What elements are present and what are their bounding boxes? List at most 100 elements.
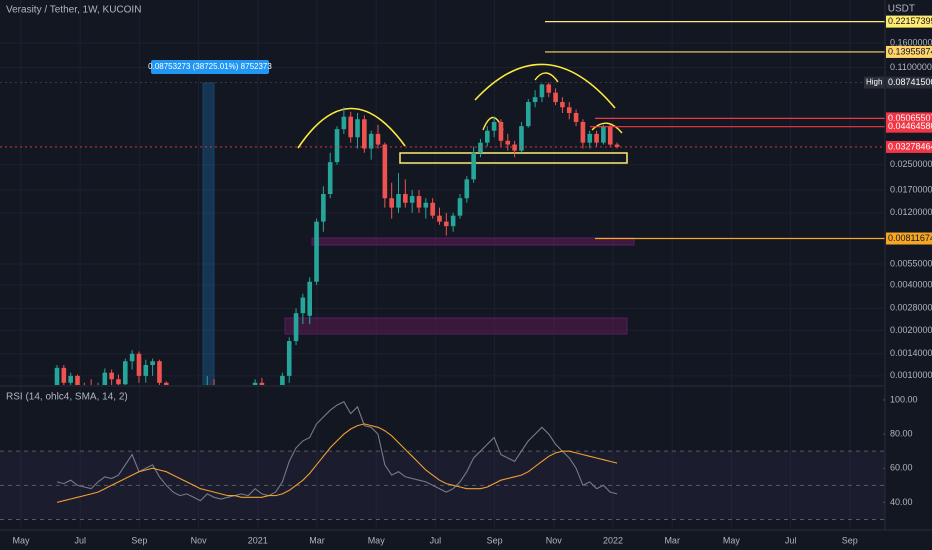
candle-body — [68, 375, 73, 383]
candle-body — [143, 365, 149, 376]
candle-body — [532, 97, 538, 103]
candle-body — [136, 353, 142, 376]
price-label-box — [886, 120, 932, 133]
candle-body — [464, 179, 470, 199]
candle-body — [150, 361, 155, 366]
rsi-tick-label: 100.00 — [890, 394, 918, 404]
candle-body — [157, 361, 162, 383]
candle-body — [327, 162, 333, 194]
x-tick-label: May — [723, 535, 741, 545]
candle-body — [587, 133, 593, 143]
candle-body — [560, 102, 565, 108]
candle-body — [416, 196, 422, 208]
candle-body — [341, 116, 347, 130]
candle-body — [525, 102, 531, 127]
candle-body — [355, 119, 360, 138]
measure-label-box — [151, 60, 269, 74]
candle-body — [505, 140, 511, 145]
y-tick-label: 0.00100000 — [890, 370, 932, 380]
high-name: High — [866, 78, 882, 87]
candle-body — [546, 84, 552, 93]
candle-body — [382, 144, 388, 199]
candle-body — [519, 126, 524, 151]
candle-body — [109, 372, 114, 380]
candle-body — [471, 152, 476, 180]
candle-body — [116, 379, 121, 385]
x-tick-label: Jul — [74, 535, 86, 545]
high-name-box — [864, 76, 885, 89]
price-label: 0.04464580 — [888, 121, 932, 131]
candle-body — [566, 107, 572, 114]
price-label-box — [886, 15, 932, 28]
x-tick-label: Nov — [191, 535, 208, 545]
price-label: 0.13955874 — [888, 46, 932, 56]
candle-body — [123, 361, 128, 385]
candle-body — [512, 144, 517, 151]
candle-body — [163, 382, 169, 385]
candle-body — [280, 375, 285, 385]
pattern-arc — [591, 122, 623, 134]
candle-body — [614, 144, 620, 147]
price-label-box — [886, 76, 932, 89]
x-tick-label: Sep — [487, 535, 503, 545]
candle-body — [75, 375, 80, 385]
measure-label: 0.08753273 (38725.01%) 8752373 — [148, 62, 272, 71]
candle-body — [539, 84, 545, 98]
rsi-tick-label: 80.00 — [890, 428, 913, 438]
price-label: 0.22157399 — [888, 16, 932, 26]
pattern-arc — [297, 107, 406, 149]
candle-body — [484, 130, 490, 143]
candle-body — [594, 133, 599, 143]
candle-body — [314, 221, 319, 282]
price-pane — [54, 63, 635, 385]
pattern-arc — [534, 72, 559, 83]
candle-body — [362, 119, 367, 149]
candle-body — [54, 367, 60, 385]
price-label-box — [886, 140, 932, 153]
candle-body — [293, 313, 299, 342]
price-label: 0.03278464 — [888, 141, 932, 151]
rsi-tick-label: 60.00 — [890, 463, 913, 473]
price-label: 0.05065507 — [888, 113, 932, 123]
candle-body — [252, 382, 258, 385]
x-tick-label: Jul — [430, 535, 442, 545]
currency: USDT — [888, 4, 915, 15]
candle-body — [444, 221, 449, 227]
x-tick-label: Nov — [546, 535, 563, 545]
chart-title: Verasity / Tether, 1W, KUCOIN — [6, 5, 141, 16]
zone-box — [399, 152, 628, 164]
candle-body — [300, 297, 306, 314]
candles — [54, 82, 620, 385]
candle-body — [102, 372, 108, 385]
candle-body — [607, 126, 613, 145]
zone-box — [311, 237, 635, 246]
candle-body — [553, 92, 558, 103]
measure-box — [202, 82, 215, 385]
candle-body — [129, 353, 135, 362]
price-lines — [0, 21, 885, 240]
candle-body — [368, 133, 374, 149]
x-tick-label: Mar — [309, 535, 325, 545]
zone-box — [284, 317, 628, 335]
candle-body — [498, 121, 504, 141]
rsi-line — [56, 400, 618, 502]
candle-body — [478, 142, 483, 153]
candle-body — [396, 193, 401, 208]
candle-body — [409, 196, 415, 203]
candle-body — [321, 193, 326, 222]
x-tick-label: May — [368, 535, 386, 545]
candle-body — [491, 121, 497, 131]
x-tick-label: Jul — [785, 535, 797, 545]
